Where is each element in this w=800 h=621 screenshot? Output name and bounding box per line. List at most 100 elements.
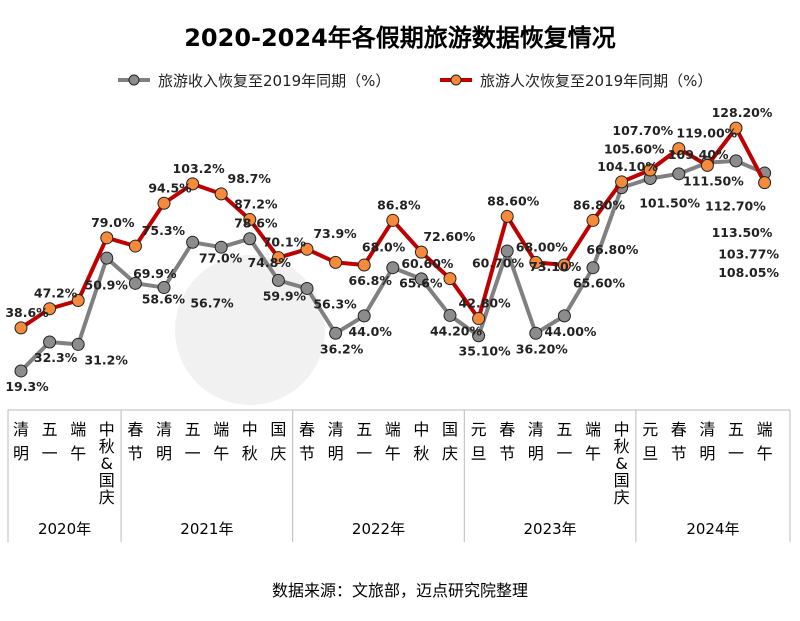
data-label: 68.0% (362, 239, 406, 254)
data-label: 109.40% (668, 147, 729, 162)
data-point (271, 273, 285, 287)
data-label: 32.3% (34, 350, 78, 365)
data-point (329, 326, 343, 340)
data-point (14, 364, 28, 378)
data-point (300, 242, 314, 256)
data-label: 60.60% (401, 256, 454, 271)
data-label: 107.70% (612, 123, 673, 138)
data-point (500, 244, 514, 258)
category-label: 庆 (99, 488, 115, 507)
data-label: 42.80% (459, 296, 512, 311)
data-label: 87.2% (234, 197, 278, 212)
data-point (357, 258, 371, 272)
year-label: 2024年 (686, 520, 739, 538)
category-label: 午 (70, 444, 86, 463)
category-label: 国 (614, 471, 630, 490)
category-label: 端 (213, 420, 229, 439)
data-point (672, 142, 686, 156)
category-label: 节 (499, 444, 515, 463)
category-label: 清 (13, 420, 29, 439)
data-point (157, 196, 171, 210)
data-label: 74.8% (248, 255, 292, 270)
source-note: 数据来源：文旅部，迈点研究院整理 (272, 581, 528, 600)
data-point (100, 251, 114, 265)
data-point (186, 235, 200, 249)
category-label: 秋 (99, 437, 115, 456)
chart-title: 2020-2024年各假期旅游数据恢复情况 (184, 24, 616, 52)
data-label: 77.0% (199, 250, 243, 265)
data-label: 31.2% (85, 352, 129, 367)
data-label: 36.2% (320, 341, 364, 356)
category-label: 五 (728, 420, 744, 439)
data-label: 101.50% (639, 196, 700, 211)
data-point (443, 308, 457, 322)
data-label: 128.20% (712, 105, 773, 120)
data-label: 113.50% (712, 225, 773, 240)
category-label: 旦 (471, 444, 487, 463)
data-label: 104.10% (597, 159, 658, 174)
category-label: 一 (42, 444, 58, 463)
category-label: 端 (585, 420, 601, 439)
category-label: 中 (614, 420, 630, 439)
category-label: 五 (556, 420, 572, 439)
year-label: 2021年 (180, 520, 233, 538)
category-label: 五 (42, 420, 58, 439)
data-label: 108.05% (718, 265, 779, 280)
data-label: 86.8% (377, 197, 421, 212)
data-label: 65.60% (573, 276, 626, 291)
category-label: 庆 (270, 444, 286, 463)
data-label: 112.70% (705, 199, 766, 214)
data-label: 79.0% (91, 215, 135, 230)
category-label: 国 (442, 420, 458, 439)
category-label: 午 (213, 444, 229, 463)
category-label: 清 (156, 420, 172, 439)
category-label: 中 (413, 420, 429, 439)
data-labels: 38.6% 19.3% 47.2% 32.3% 50.9% 31.2% 79.0% 69.9%… (5, 105, 779, 394)
data-point (758, 176, 772, 190)
category-label: 明 (13, 444, 29, 463)
data-label: 86.80% (573, 197, 626, 212)
category-label: 明 (699, 444, 715, 463)
data-label: 44.20% (430, 323, 483, 338)
data-label: 65.6% (399, 276, 443, 291)
category-label: 节 (127, 444, 143, 463)
watermark (175, 255, 325, 405)
data-label: 38.6% (5, 305, 49, 320)
category-label: 清 (699, 420, 715, 439)
data-point (529, 326, 543, 340)
data-label: 44.0% (349, 324, 393, 339)
category-label: 明 (528, 444, 544, 463)
data-label: 72.60% (423, 229, 476, 244)
series-lines (14, 121, 772, 378)
category-label: 午 (385, 444, 401, 463)
data-point (729, 154, 743, 168)
data-point (386, 261, 400, 275)
data-point (529, 255, 543, 269)
category-label: 春 (299, 420, 315, 439)
category-label: 国 (270, 420, 286, 439)
data-point (472, 312, 486, 326)
data-label: 111.50% (683, 173, 744, 188)
category-label: 明 (156, 444, 172, 463)
data-point (300, 281, 314, 295)
category-label: 一 (556, 444, 572, 463)
category-label: & (615, 454, 627, 473)
category-label: 中 (242, 420, 258, 439)
legend-label: 旅游人次恢复至2019年同期（%） (480, 72, 712, 90)
data-point (243, 232, 257, 246)
data-label: 47.2% (34, 286, 78, 301)
legend-marker (128, 74, 140, 86)
category-label: 一 (356, 444, 372, 463)
category-label: & (101, 454, 113, 473)
category-label: 清 (528, 420, 544, 439)
data-label: 73.9% (313, 226, 357, 241)
category-label: 端 (757, 420, 773, 439)
category-label: 庆 (442, 444, 458, 463)
data-point (271, 251, 285, 265)
year-label: 2022年 (352, 520, 405, 538)
data-point (414, 245, 428, 259)
data-point (443, 272, 457, 286)
data-point (386, 213, 400, 227)
category-label: 秋 (614, 437, 630, 456)
category-axis: 清明五一端午中秋&国庆2020年春节清明五一端午中秋国庆2021年春节清明五一端… (7, 409, 791, 542)
